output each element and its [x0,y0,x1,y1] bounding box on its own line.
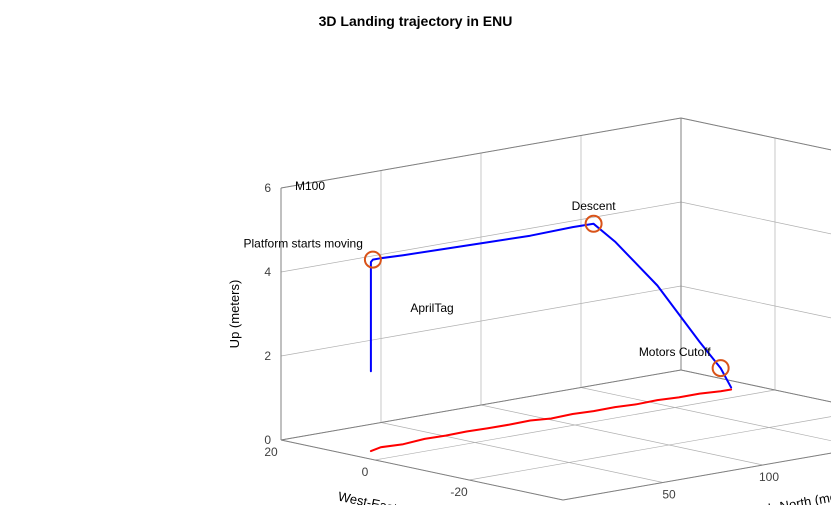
grid [281,118,831,500]
x-tick: 50 [662,488,676,502]
y-tick: -20 [450,485,468,499]
z-tick: 4 [264,265,271,279]
marker-label: Platform starts moving [244,237,363,251]
y-axis-label: West-East (meters) [337,489,449,505]
series-apriltag [371,390,731,452]
x-tick: 100 [759,470,779,484]
x-axis-label: South-North (meters) [741,485,831,505]
chart-svg: 050100150200-40-200200246South-North (me… [0,0,831,505]
y-tick: 0 [362,465,369,479]
series-label: AprilTag [410,301,453,315]
z-tick: 0 [264,433,271,447]
z-tick: 2 [264,349,271,363]
chart-container: 050100150200-40-200200246South-North (me… [0,0,831,505]
chart-title: 3D Landing trajectory in ENU [319,13,513,29]
z-tick: 6 [264,181,271,195]
marker-label: Motors Cutoff [639,345,711,359]
marker-label: Descent [572,199,617,213]
z-axis-label: Up (meters) [227,280,242,349]
series-label: M100 [295,179,325,193]
y-tick: 20 [264,445,278,459]
tick-labels: 050100150200-40-200200246 [264,181,831,505]
